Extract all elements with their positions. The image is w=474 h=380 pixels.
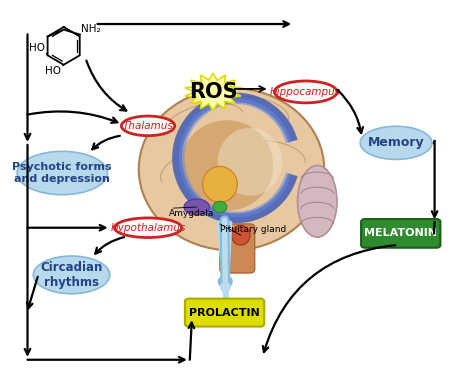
Ellipse shape [17,151,108,195]
Text: Hypothalamus: Hypothalamus [110,223,186,233]
Ellipse shape [218,128,283,196]
Text: HO: HO [46,65,61,76]
Ellipse shape [274,81,337,103]
Ellipse shape [298,165,337,237]
Text: Circadian
rhythms: Circadian rhythms [40,261,103,289]
Text: MELATONIN: MELATONIN [364,228,437,238]
Text: Psychotic forms
and depression: Psychotic forms and depression [12,162,112,184]
FancyBboxPatch shape [361,219,440,248]
Text: PROLACTIN: PROLACTIN [189,307,260,318]
Ellipse shape [184,199,210,215]
Ellipse shape [33,256,110,294]
FancyBboxPatch shape [185,299,264,326]
Ellipse shape [231,225,250,245]
Text: Thalamus: Thalamus [123,121,173,131]
Polygon shape [185,73,241,111]
Ellipse shape [181,120,273,211]
Ellipse shape [360,126,432,160]
Text: Memory: Memory [368,136,424,149]
FancyBboxPatch shape [220,224,255,273]
Text: NH₂: NH₂ [82,24,101,34]
Text: ROS: ROS [189,82,237,102]
Text: Amygdala: Amygdala [169,209,214,218]
Text: HO: HO [29,43,46,54]
Ellipse shape [139,88,324,250]
Ellipse shape [121,116,175,136]
Text: Hippocampus: Hippocampus [270,87,341,97]
Text: Pituitary gland: Pituitary gland [220,225,286,234]
Ellipse shape [202,166,237,202]
Ellipse shape [114,218,182,238]
Ellipse shape [213,201,227,213]
